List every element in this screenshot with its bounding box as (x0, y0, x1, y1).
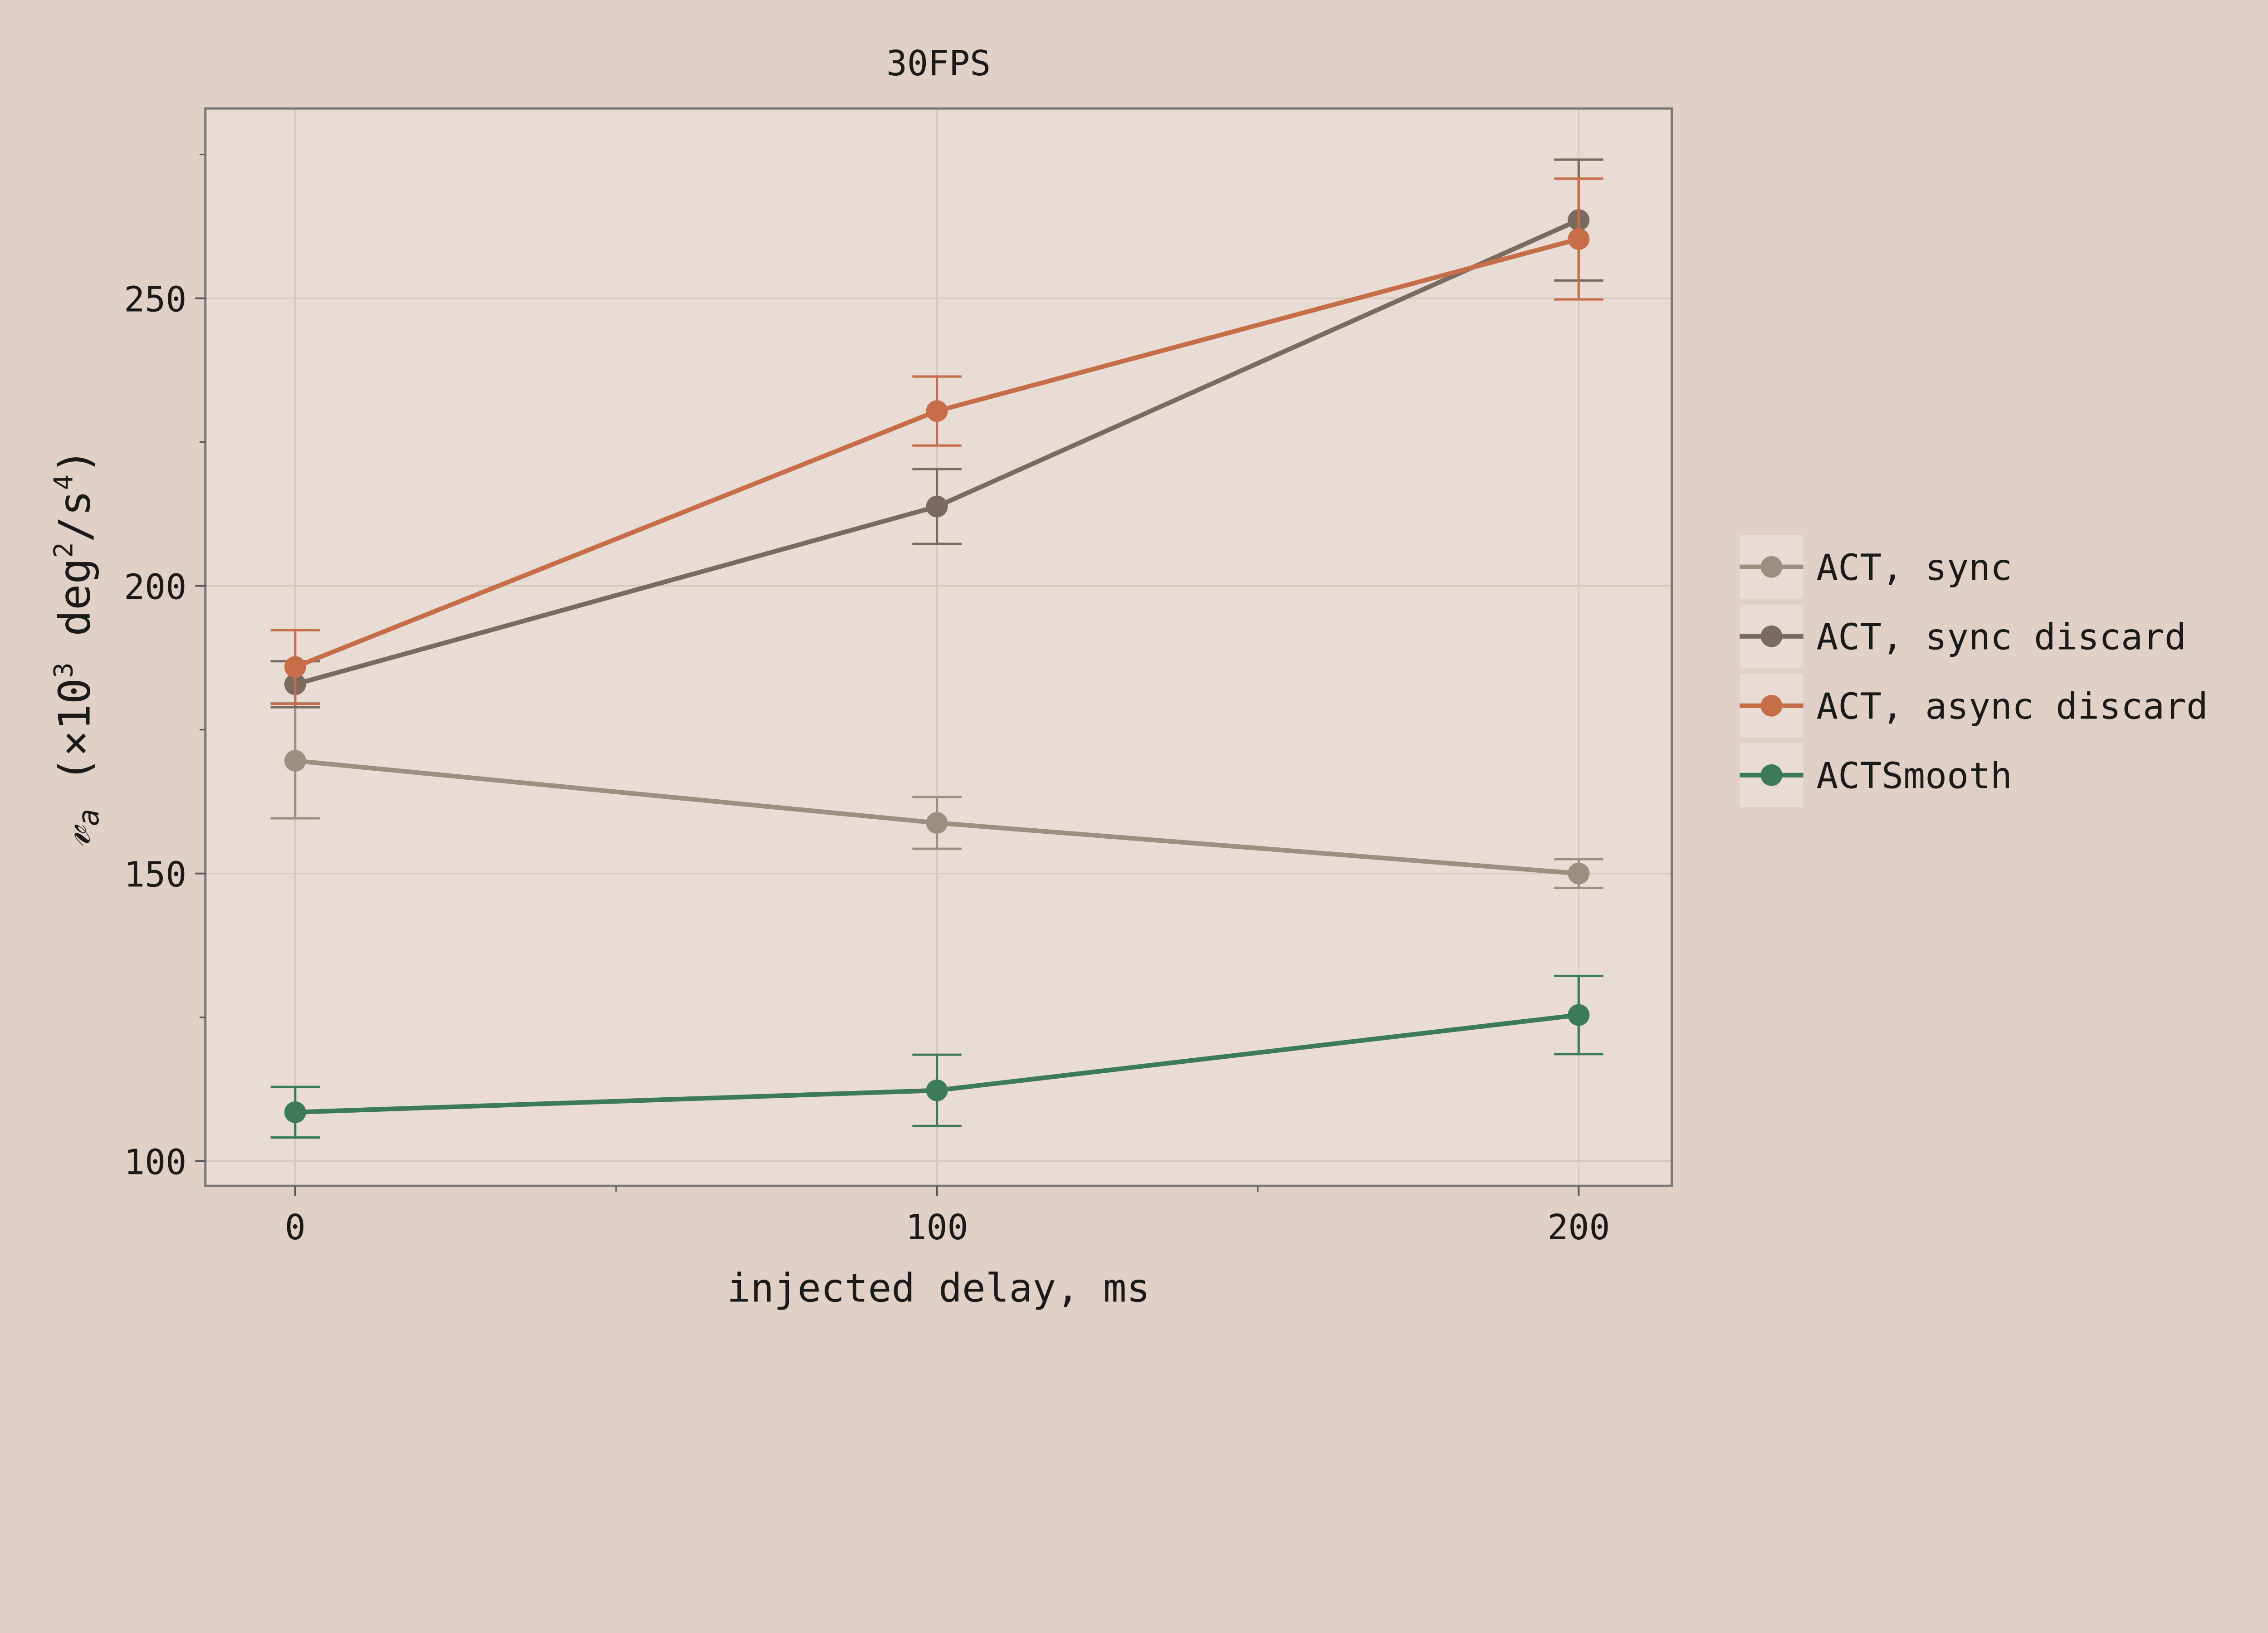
y-tick-label: 200 (124, 567, 186, 607)
legend-label: ACT, sync (1816, 546, 2012, 588)
data-point (1568, 1004, 1590, 1026)
y-label-text: ) (49, 448, 100, 474)
y-tick-label: 250 (124, 279, 186, 320)
x-axis-label: injected delay, ms (727, 1266, 1150, 1311)
y-label-symbol: 𝓋 (49, 824, 100, 847)
legend-marker (1760, 694, 1783, 717)
legend-item: ACT, async discard (1740, 674, 2208, 738)
series-actsmooth (270, 974, 1603, 1139)
x-tick-label: 200 (1547, 1208, 1610, 1248)
legend-label: ACTSmooth (1816, 755, 2012, 797)
series-act-sync (270, 702, 1603, 889)
data-point (284, 656, 306, 678)
y-label-exp: 2 (48, 542, 78, 558)
series-group (270, 158, 1603, 1139)
data-point (926, 812, 948, 834)
y-axis-label: 𝓋a (×103 deg2/s4) (48, 448, 105, 847)
data-point (1568, 228, 1590, 250)
y-label-unit: deg (49, 558, 100, 662)
legend-item: ACTSmooth (1740, 743, 2012, 807)
legend-marker (1760, 625, 1783, 647)
y-label-subscript: a (72, 809, 106, 826)
legend-item: ACT, sync (1740, 535, 2012, 599)
y-tick-label: 150 (124, 855, 186, 895)
chart-svg: 0 100 200 100 150 200 250 30FPS injected delay… (48, 43, 2208, 1311)
y-label-exp: 3 (48, 662, 78, 678)
data-point (926, 400, 948, 422)
legend-label: ACT, async discard (1816, 685, 2208, 727)
data-point (284, 750, 306, 772)
plot-frame (204, 107, 1673, 1187)
y-label-exp: 4 (48, 474, 78, 490)
x-tick-label: 0 (285, 1208, 306, 1248)
series-act-async-discard (270, 177, 1603, 705)
y-label-text: (×10 (49, 678, 100, 809)
chart-title: 30FPS (886, 44, 991, 84)
data-point (926, 1079, 948, 1101)
legend-label: ACT, sync discard (1816, 616, 2186, 658)
y-label-unit: /s (49, 490, 100, 542)
legend-marker (1760, 556, 1783, 578)
y-tick-label: 100 (124, 1142, 186, 1183)
x-tick-label: 100 (905, 1208, 968, 1248)
data-point (284, 1101, 306, 1123)
chart-figure: 0 100 200 100 150 200 250 30FPS injected delay… (48, 43, 2208, 1311)
legend: ACT, sync ACT, sync discard ACT, async dis… (1740, 535, 2208, 807)
legend-item: ACT, sync discard (1740, 604, 2186, 668)
data-point (926, 495, 948, 518)
legend-marker (1760, 764, 1783, 786)
data-point (1568, 862, 1590, 885)
ticks: 0 100 200 100 150 200 250 (124, 153, 1610, 1248)
